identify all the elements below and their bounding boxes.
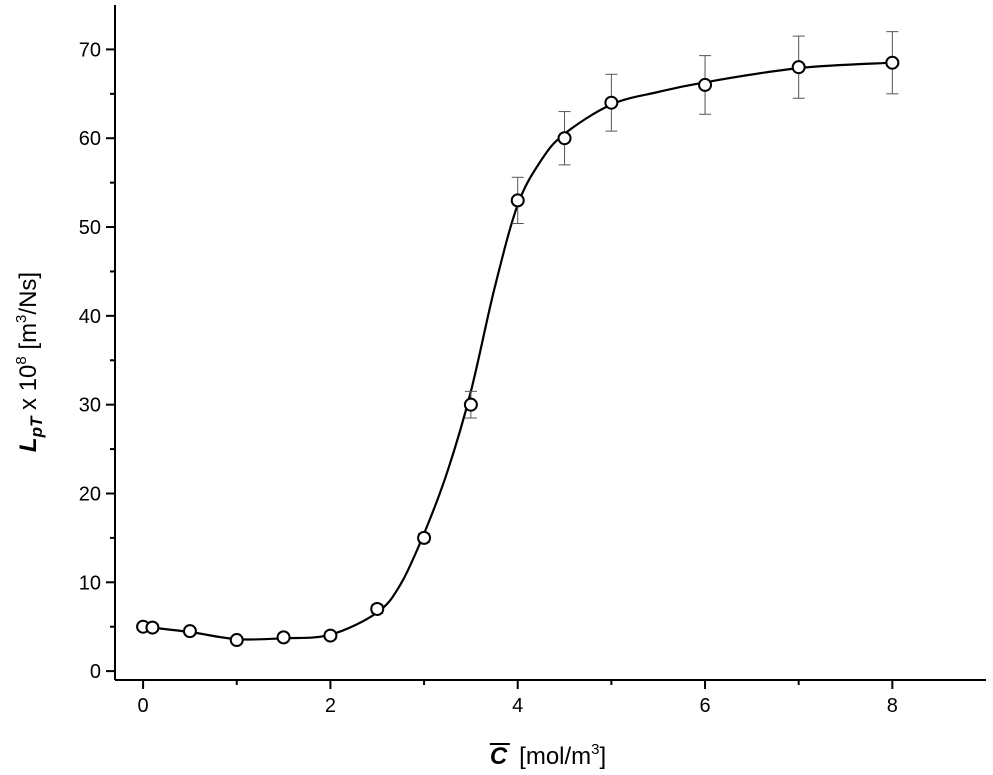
x-axis-unit-end: ]	[600, 743, 607, 770]
data-point	[604, 95, 619, 110]
x-axis-symbol: C	[490, 743, 508, 770]
fit-curve	[142, 61, 893, 641]
x-tick-label: 0	[138, 695, 149, 717]
data-point	[698, 77, 713, 92]
data-point	[791, 60, 806, 75]
data-point	[557, 131, 572, 146]
x-tick-label: 4	[512, 695, 523, 717]
y-axis-label: LpT x 108 [m3/Ns]	[13, 272, 46, 452]
axes: 0 2 4 6 8 0 10 20 30 40 50 60 70	[79, 5, 986, 717]
data-point	[370, 601, 385, 616]
x-axis-label: C [mol/m3]	[490, 741, 606, 770]
error-bars	[137, 31, 899, 645]
y-tick-label: 10	[79, 572, 101, 594]
x-axis-unit-exp: 3	[591, 741, 599, 758]
y-tick-label: 40	[79, 306, 101, 328]
data-point	[417, 530, 432, 545]
y-axis-multiplier-exp: 8	[13, 356, 30, 364]
data-point	[885, 55, 900, 70]
y-axis-unit-exp: 3	[13, 315, 30, 323]
data-point	[276, 630, 291, 645]
y-axis-symbol: L	[15, 437, 42, 452]
data-point	[229, 633, 244, 648]
y-axis-subscript: pT	[27, 415, 46, 438]
data-point	[510, 193, 525, 208]
y-axis-multiplier: x 10	[15, 365, 42, 417]
data-point	[182, 624, 197, 639]
y-tick-label: 60	[79, 128, 101, 150]
x-tick-label: 6	[699, 695, 710, 717]
y-tick-label: 50	[79, 217, 101, 239]
y-axis-unit: [m	[15, 323, 42, 356]
y-axis-unit-end: /Ns]	[15, 272, 42, 315]
y-tick-label: 30	[79, 395, 101, 417]
y-tick-label: 20	[79, 483, 101, 505]
y-tick-label: 0	[90, 661, 101, 683]
x-axis-unit: [mol/m	[519, 743, 591, 770]
data-points	[136, 55, 900, 648]
data-point	[145, 620, 160, 635]
y-tick-label: 70	[79, 39, 101, 61]
data-point	[463, 397, 478, 412]
x-tick-label: 8	[887, 695, 898, 717]
fit-curve-group	[142, 61, 893, 641]
data-point	[323, 628, 338, 643]
x-tick-label: 2	[325, 695, 336, 717]
